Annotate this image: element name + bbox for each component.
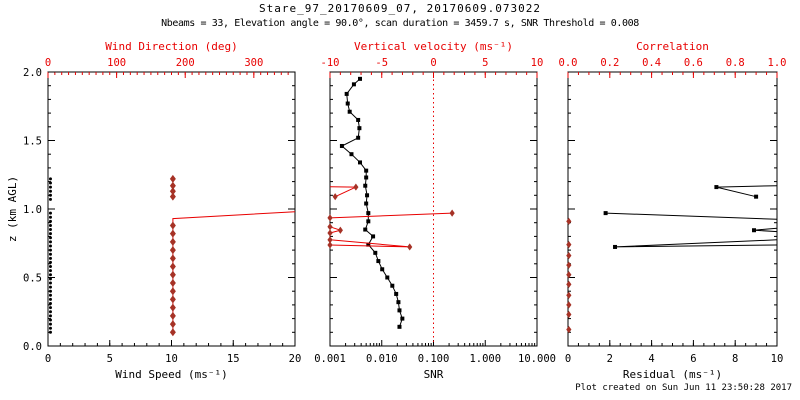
snr-profile [339, 76, 405, 329]
panel-residual-ticks: 0 2 4 6 8 10 0.0 0.2 0.4 0.6 0.8 1.0 [559, 57, 787, 365]
x-top-tick-label: 0 [430, 57, 436, 69]
x-tick-label: 2 [607, 353, 613, 365]
wind-speed-profile [48, 177, 52, 334]
panel-snr-ticks: 0.001 0.010 0.100 1.000 10.000 -10 -5 0 5 10 [314, 57, 556, 365]
y-tick-label: 2.0 [23, 67, 42, 79]
x-tick-label: 5 [107, 353, 113, 365]
x-top-tick-label: 0 [45, 57, 51, 69]
x-tick-label: 10.000 [518, 353, 556, 365]
x-top-tick-label: -10 [321, 57, 340, 69]
x-tick-label: 1.000 [469, 353, 501, 365]
z-axis-title: z (km AGL) [6, 175, 19, 243]
wind-speed-axis-title: Wind Speed (ms⁻¹) [115, 368, 228, 381]
y-tick-label: 0.0 [23, 341, 42, 353]
x-top-tick-label: 0.0 [559, 57, 578, 69]
x-tick-label: 20 [289, 353, 302, 365]
wind-direction-profile [169, 174, 296, 337]
y-tick-label: 1.5 [23, 136, 42, 148]
x-top-tick-label: 5 [482, 57, 488, 69]
x-top-tick-label: 200 [176, 57, 195, 69]
correlation-profile [566, 217, 572, 334]
plot-title: Stare_97_20170609_07, 20170609.073022 [258, 2, 542, 15]
wind-direction-axis-title: Wind Direction (deg) [105, 40, 238, 53]
plot-created-timestamp: Plot created on Sun Jun 11 23:50:28 2017 [575, 383, 792, 393]
snr-axis-title: SNR [423, 368, 444, 381]
y-tick-label: 0.5 [23, 273, 42, 285]
x-tick-label: 0.010 [366, 353, 398, 365]
x-tick-label: 0 [565, 353, 571, 365]
x-tick-label: 10 [165, 353, 178, 365]
x-tick-label: 15 [227, 353, 240, 365]
x-top-tick-label: 0.2 [600, 57, 619, 69]
x-top-tick-label: 100 [107, 57, 126, 69]
x-top-tick-label: 10 [531, 57, 544, 69]
y-tick-label: 1.0 [23, 204, 42, 216]
x-tick-label: 10 [771, 353, 784, 365]
plot-subtitle: Nbeams = 33, Elevation angle = 90.0°, sc… [161, 18, 639, 29]
vertical-velocity-axis-title: Vertical velocity (ms⁻¹) [354, 40, 513, 53]
x-tick-label: 4 [648, 353, 654, 365]
x-tick-label: 8 [732, 353, 738, 365]
panel-residual: 0 2 4 6 8 10 0.0 0.2 0.4 0.6 0.8 1.0 [559, 57, 787, 365]
x-top-tick-label: 1.0 [768, 57, 787, 69]
x-tick-label: 0.001 [314, 353, 346, 365]
x-top-tick-label: 300 [244, 57, 263, 69]
panel-snr: 0.001 0.010 0.100 1.000 10.000 -10 -5 0 5 10 [314, 57, 556, 365]
residual-axis-title: Residual (ms⁻¹) [622, 368, 723, 381]
vertical-velocity-profile [327, 183, 455, 251]
x-top-tick-label: 0.6 [684, 57, 703, 69]
x-top-tick-label: -5 [375, 57, 388, 69]
correlation-axis-title: Correlation [636, 40, 709, 53]
residual-profile [603, 185, 778, 249]
x-tick-label: 0.100 [418, 353, 450, 365]
x-top-tick-label: 0.4 [642, 57, 661, 69]
x-top-tick-label: 0.8 [726, 57, 745, 69]
x-tick-label: 0 [45, 353, 51, 365]
x-tick-label: 6 [690, 353, 696, 365]
